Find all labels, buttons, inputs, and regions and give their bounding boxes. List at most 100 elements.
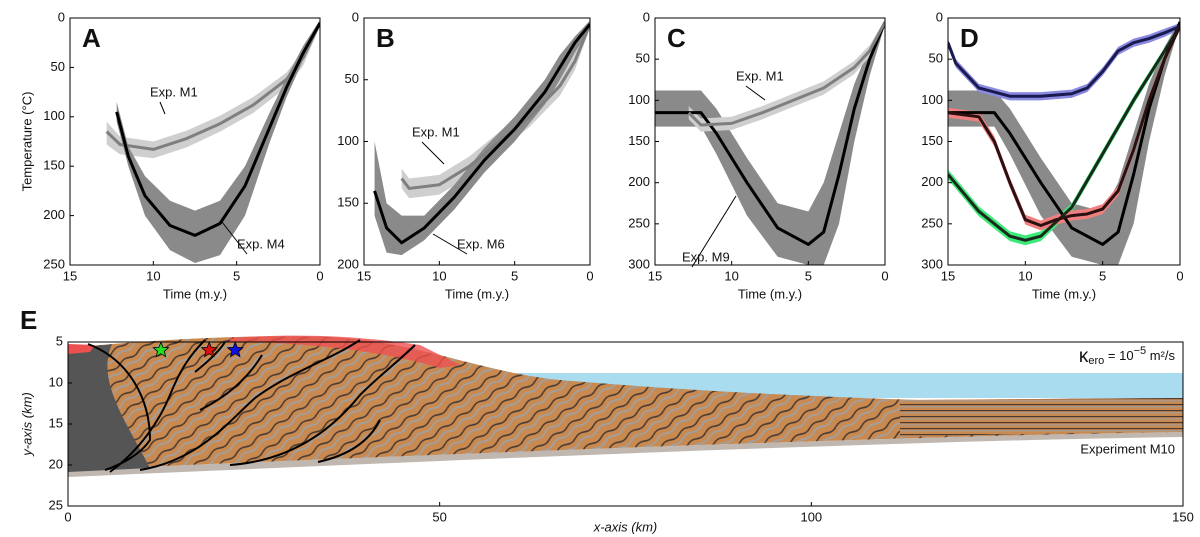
x-tick-label: 10 bbox=[1018, 268, 1032, 283]
band bbox=[948, 19, 1180, 265]
line bbox=[948, 25, 1180, 242]
unit: m²/s bbox=[1146, 348, 1175, 363]
plot-area bbox=[948, 19, 1180, 265]
y-tick-label: 300 bbox=[921, 256, 943, 271]
series-label: Exp. M1 bbox=[736, 68, 784, 83]
y-tick-label: 300 bbox=[628, 256, 650, 271]
x-tick-label: 0 bbox=[881, 268, 888, 283]
band bbox=[116, 19, 320, 264]
panel-label: C bbox=[667, 23, 686, 53]
line bbox=[948, 21, 1180, 246]
series-label: Exp. M1 bbox=[412, 124, 460, 139]
x-tick-label: 5 bbox=[805, 268, 812, 283]
y-tick-label: 100 bbox=[43, 108, 65, 123]
series-label: Exp. M9 bbox=[682, 249, 730, 264]
y-tick-label: 200 bbox=[921, 174, 943, 189]
series-label: Exp. M1 bbox=[150, 84, 198, 99]
band bbox=[374, 20, 590, 256]
star-marker bbox=[226, 341, 244, 358]
x-tick-label: 0 bbox=[64, 509, 71, 524]
y-tick-label: 250 bbox=[921, 215, 943, 230]
panel-label: E bbox=[20, 305, 37, 335]
y-tick-label: 100 bbox=[628, 92, 650, 107]
red-sediment bbox=[68, 344, 95, 354]
plot-frame bbox=[654, 17, 886, 266]
star-marker bbox=[152, 341, 170, 358]
kappa-annotation: κero = 10−5 m²/s bbox=[1079, 345, 1176, 367]
plot-frame bbox=[363, 17, 591, 266]
band bbox=[401, 20, 590, 199]
faults bbox=[87, 339, 416, 473]
x-tick-label: 10 bbox=[724, 268, 738, 283]
leader bbox=[691, 195, 737, 268]
plot-frame bbox=[69, 17, 321, 266]
leader bbox=[159, 101, 166, 115]
leader bbox=[221, 221, 248, 255]
y-tick-label: 200 bbox=[628, 174, 650, 189]
exponent: −5 bbox=[1134, 345, 1147, 357]
y-tick-label: 15 bbox=[49, 415, 63, 430]
line bbox=[655, 21, 885, 246]
y-tick-label: 150 bbox=[628, 133, 650, 148]
y-tick-label: 25 bbox=[49, 497, 63, 512]
panel-label: A bbox=[82, 23, 101, 53]
x-tick-label: 10 bbox=[146, 268, 160, 283]
x-axis-label: x-axis (km) bbox=[593, 519, 658, 534]
y-tick-label: 0 bbox=[936, 9, 943, 24]
band bbox=[655, 19, 885, 265]
x-axis-label: Time (m.y.) bbox=[738, 286, 802, 301]
plot-area bbox=[373, 20, 590, 256]
y-tick-label: 5 bbox=[56, 333, 63, 348]
y-tick-label: 200 bbox=[43, 207, 65, 222]
base-layer bbox=[68, 432, 1183, 477]
y-tick-label: 20 bbox=[49, 456, 63, 471]
x-tick-label: 15 bbox=[63, 268, 77, 283]
plot-frame bbox=[67, 341, 1184, 507]
y-tick-label: 50 bbox=[636, 51, 650, 66]
leader bbox=[421, 141, 445, 165]
x-tick-label: 10 bbox=[432, 268, 446, 283]
cross-section bbox=[68, 335, 1183, 477]
line bbox=[373, 23, 590, 245]
x-axis-label: Time (m.y.) bbox=[1032, 286, 1096, 301]
star-marker bbox=[200, 341, 218, 358]
y-tick-label: 50 bbox=[51, 59, 65, 74]
y-axis-label: y-axis (km) bbox=[19, 392, 34, 457]
leader bbox=[432, 233, 468, 255]
line bbox=[400, 23, 590, 190]
experiment-label: Experiment M10 bbox=[1080, 441, 1175, 456]
panel-label: B bbox=[376, 23, 395, 53]
red-sediment bbox=[230, 335, 460, 368]
x-tick-label: 5 bbox=[511, 268, 518, 283]
flat-layers bbox=[900, 398, 1183, 437]
y-tick-label: 10 bbox=[49, 374, 63, 389]
x-tick-label: 15 bbox=[941, 268, 955, 283]
plot-area bbox=[105, 19, 320, 264]
plot-frame bbox=[947, 17, 1181, 266]
x-tick-label: 0 bbox=[586, 268, 593, 283]
x-tick-label: 150 bbox=[1172, 509, 1194, 524]
x-tick-label: 0 bbox=[316, 268, 323, 283]
y-tick-label: 150 bbox=[337, 195, 359, 210]
y-tick-label: 0 bbox=[643, 9, 650, 24]
equals: = 10 bbox=[1104, 348, 1133, 363]
y-axis-label: Temperature (°C) bbox=[19, 92, 34, 192]
series-label: Exp. M6 bbox=[457, 236, 505, 251]
x-tick-label: 50 bbox=[432, 509, 446, 524]
y-tick-label: 50 bbox=[929, 51, 943, 66]
leader bbox=[745, 85, 766, 101]
wedge bbox=[68, 344, 150, 472]
y-tick-label: 200 bbox=[337, 256, 359, 271]
y-tick-label: 250 bbox=[43, 256, 65, 271]
y-tick-label: 150 bbox=[921, 133, 943, 148]
line bbox=[948, 24, 1180, 98]
y-tick-label: 0 bbox=[58, 9, 65, 24]
x-tick-label: 5 bbox=[233, 268, 240, 283]
x-tick-label: 15 bbox=[648, 268, 662, 283]
x-axis-label: Time (m.y.) bbox=[445, 286, 509, 301]
y-tick-label: 0 bbox=[352, 9, 359, 24]
line bbox=[948, 25, 1180, 227]
y-tick-label: 100 bbox=[337, 133, 359, 148]
series-label: Exp. M4 bbox=[237, 236, 285, 251]
